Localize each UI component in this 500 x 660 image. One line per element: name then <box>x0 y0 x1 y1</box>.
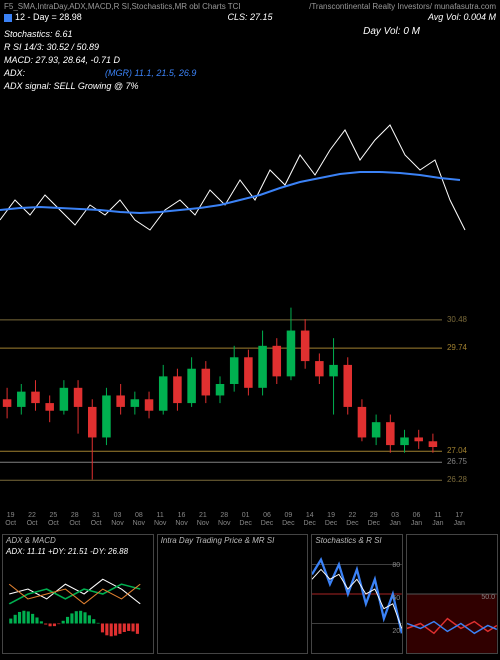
stoch-value: Stochastics: 6.61 <box>4 28 196 41</box>
sma-label: 12 - Day = 28.98 <box>15 12 82 22</box>
axis-tick: 20 <box>392 628 400 635</box>
sma-color-icon <box>4 14 12 22</box>
date-tick: 08Nov <box>128 512 149 532</box>
price-level-label: 29.74 <box>446 343 468 352</box>
date-tick: 19Dec <box>320 512 341 532</box>
indicator-block: Stochastics: 6.61 R SI 14/3: 30.52 / 50.… <box>4 28 196 93</box>
panel-title: ADX & MACD <box>6 536 56 545</box>
date-tick: 31Oct <box>85 512 106 532</box>
adx-panel-value: ADX: 11.11 +DY: 21.51 -DY: 26.88 <box>6 547 128 556</box>
date-tick: 03Jan <box>384 512 405 532</box>
date-tick: 06Jan <box>406 512 427 532</box>
date-tick: 19Oct <box>0 512 21 532</box>
date-tick: 01Dec <box>235 512 256 532</box>
rsi-value: R SI 14/3: 30.52 / 50.89 <box>4 41 196 54</box>
extra-panel: 50.0 <box>406 534 498 654</box>
price-level-label: 26.28 <box>446 475 468 484</box>
cls-value: CLS: 27.15 <box>227 12 272 22</box>
macd-value: MACD: 27.93, 28.64, -0.71 D <box>4 54 196 67</box>
avg-vol: Avg Vol: 0.004 M <box>428 12 496 22</box>
date-tick: 28Nov <box>214 512 235 532</box>
info-row: 12 - Day = 28.98 CLS: 27.15 Avg Vol: 0.0… <box>4 12 496 22</box>
date-tick: 03Nov <box>107 512 128 532</box>
mgr-value: (MGR) 11.1, 21.5, 26.9 <box>105 68 196 78</box>
extra-ytick: 50.0 <box>481 594 495 601</box>
date-tick: 21Nov <box>192 512 213 532</box>
stochastics-panel: Stochastics & R SI 80 50 20 <box>311 534 403 654</box>
axis-tick: 50 <box>392 595 400 602</box>
date-tick: 22Oct <box>21 512 42 532</box>
candlestick-chart: 30.48 29.74 27.04 26.75 26.28 <box>0 300 470 510</box>
header-right: /Transcontinental Realty Investors/ muna… <box>309 2 496 11</box>
date-tick: 22Dec <box>342 512 363 532</box>
date-axis: 19Oct22Oct25Oct28Oct31Oct03Nov08Nov11Nov… <box>0 512 470 532</box>
date-tick: 17Jan <box>449 512 470 532</box>
price-level-label: 30.48 <box>446 315 468 324</box>
adx-signal: ADX signal: SELL Growing @ 7% <box>4 80 196 93</box>
header-row: F5_SMA,IntraDay,ADX,MACD,R SI,Stochastic… <box>4 2 496 11</box>
panel-title: Stochastics & R SI <box>315 536 381 545</box>
date-tick: 25Oct <box>43 512 64 532</box>
date-tick: 16Nov <box>171 512 192 532</box>
price-level-label: 26.75 <box>446 457 468 466</box>
date-tick: 06Dec <box>256 512 277 532</box>
bottom-panels: ADX & MACD ADX: 11.11 +DY: 21.51 -DY: 26… <box>2 534 498 654</box>
panel-title: Intra Day Trading Price & MR SI <box>161 536 275 545</box>
price-level-label: 27.04 <box>446 446 468 455</box>
price-line-chart <box>0 100 470 290</box>
date-tick: 09Dec <box>278 512 299 532</box>
date-tick: 11Nov <box>150 512 171 532</box>
header-left: F5_SMA,IntraDay,ADX,MACD,R SI,Stochastic… <box>4 2 241 11</box>
adx-macd-panel: ADX & MACD ADX: 11.11 +DY: 21.51 -DY: 26… <box>2 534 154 654</box>
date-tick: 14Dec <box>299 512 320 532</box>
adx-label: ADX: <box>4 68 25 78</box>
date-tick: 28Oct <box>64 512 85 532</box>
intraday-panel: Intra Day Trading Price & MR SI <box>157 534 309 654</box>
axis-tick: 80 <box>392 562 400 569</box>
date-tick: 29Dec <box>363 512 384 532</box>
day-vol: Day Vol: 0 M <box>363 26 420 37</box>
date-tick: 11Jan <box>427 512 448 532</box>
